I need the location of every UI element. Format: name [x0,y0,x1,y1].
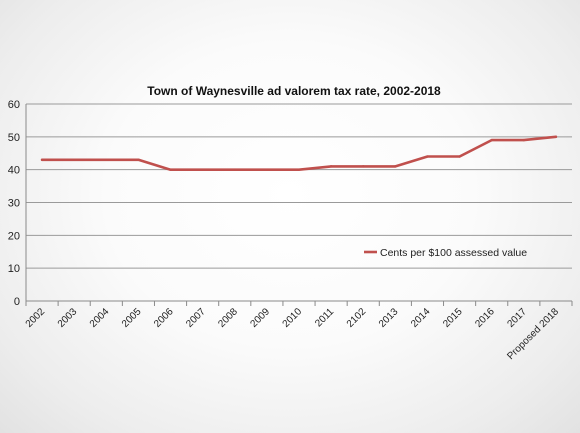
x-axis: 2002 2003 2004 2005 2006 2007 2008 2009 2010 2011… [24,301,573,362]
data-point: 2002: 43 [40,158,44,162]
y-axis-tick-labels: 0 10 20 30 40 50 60 [8,99,20,308]
data-point: 2007: 40 [201,168,204,171]
data-point: 2015: 44 [458,155,461,158]
x-tick-label: 2017 [505,306,529,330]
x-tick-label: 2007 [184,306,208,330]
y-tick-label: 30 [8,198,20,210]
x-tick-label: 2004 [88,306,112,330]
x-tick-label: 2016 [473,306,497,330]
x-tick-label: 2009 [248,306,272,330]
x-tick-label: 2010 [281,306,305,330]
x-tick-label: 2015 [441,306,465,330]
y-tick-label: 10 [8,263,20,275]
data-point: 2017: 49 [522,138,526,142]
x-tick-label: 2014 [409,306,433,330]
data-point: 2003: 43 [72,158,76,162]
data-point: 2005: 43 [137,158,140,162]
data-point: 2009: 40 [265,168,269,171]
gridlines [25,103,572,302]
chart-title: Town of Waynesville ad valorem tax rate,… [147,84,441,98]
y-tick-label: 0 [14,296,20,308]
x-tick-label: 2011 [313,306,336,329]
y-tick-label: 40 [8,165,20,177]
data-point: 2011: 41 [329,165,333,168]
data-point: 2008: 40 [233,168,236,171]
data-point: 2014: 44 [426,155,429,158]
data-point: 2010: 40 [297,168,301,171]
series-layer: 2002: 43 2003: 43 2004: 43 2005: 43 2006: 40… [40,135,558,171]
x-tick-label: 2008 [216,306,240,330]
y-tick-label: 50 [8,132,20,144]
data-point: 2006: 40 [169,168,172,171]
series-line [40,135,558,171]
legend: Cents per $100 assessed value [364,247,527,259]
data-point: 2004: 43 [105,158,108,162]
data-point: 2016: 49 [490,138,493,142]
x-tick-label: 2003 [56,306,80,330]
x-tick-label: 2005 [120,306,144,330]
y-tick-label: 20 [8,230,20,242]
x-tick-label: 2102 [345,306,369,330]
x-tick-label: 2006 [152,306,176,330]
x-tick-label: 2002 [24,306,48,330]
x-tick-label: 2013 [377,306,401,330]
data-point: 2013: 41 [394,165,397,168]
data-point: Proposed 2018: 50 [554,135,558,139]
y-tick-label: 60 [8,99,20,111]
legend-label: Cents per $100 assessed value [380,247,527,259]
data-point: 2102: 41 [362,165,365,168]
